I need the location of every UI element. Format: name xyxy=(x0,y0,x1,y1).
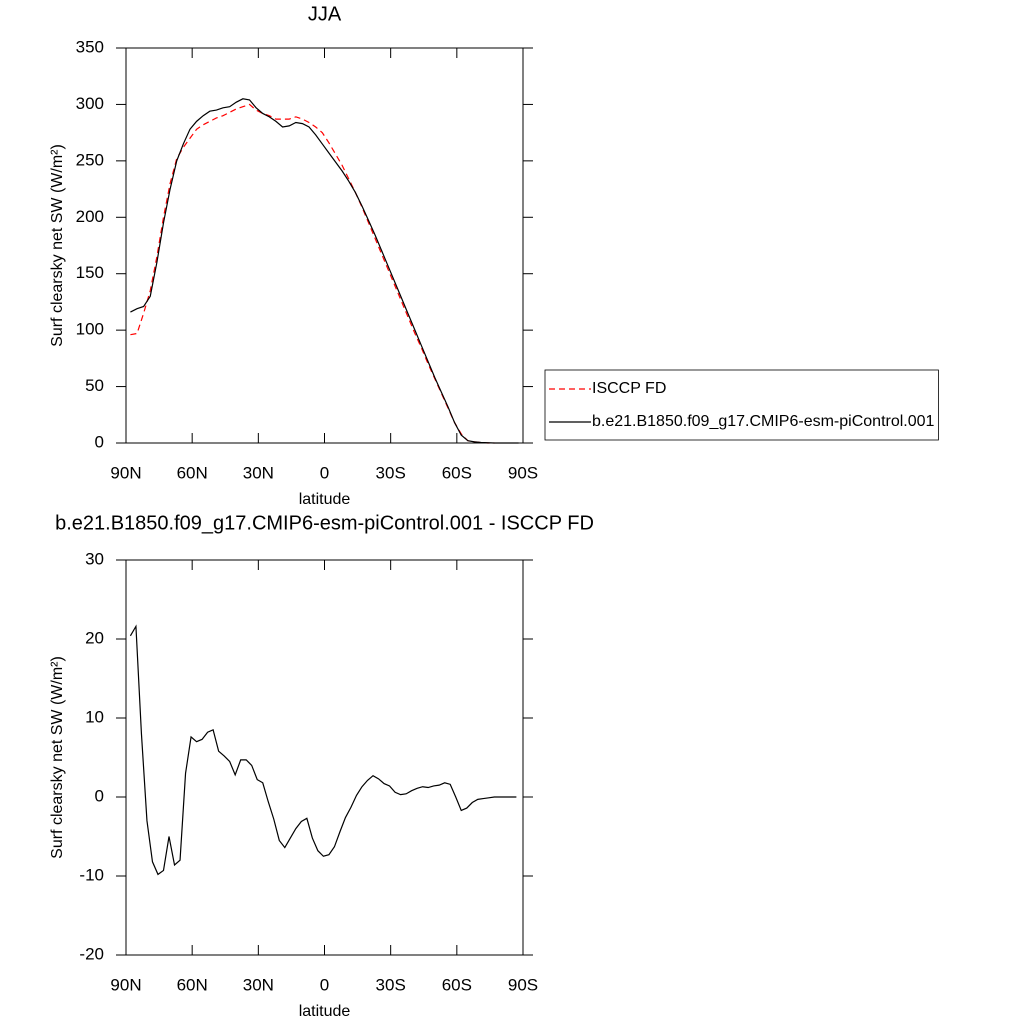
x-tick-label: 0 xyxy=(320,975,329,994)
y-axis-label: Surf clearsky net SW (W/m²) xyxy=(49,144,66,347)
x-tick-label: 30N xyxy=(243,975,274,994)
x-tick-label: 60S xyxy=(442,463,472,482)
y-tick-label: 100 xyxy=(76,320,104,339)
legend-frame xyxy=(544,369,939,441)
y-tick-label: -10 xyxy=(79,865,104,884)
y-tick-label: -20 xyxy=(79,944,104,963)
y-tick-label: 30 xyxy=(85,549,104,568)
chart-title: b.e21.B1850.f09_g17.CMIP6-esm-piControl.… xyxy=(55,512,594,534)
x-axis-label: latitude xyxy=(299,1003,351,1020)
x-tick-label: 90N xyxy=(110,975,141,994)
data-line xyxy=(130,98,519,444)
x-tick-label: 60N xyxy=(177,975,208,994)
data-line xyxy=(130,103,495,444)
y-axis-label: Surf clearsky net SW (W/m²) xyxy=(49,656,66,859)
y-tick-label: 0 xyxy=(95,786,104,805)
y-tick-label: 20 xyxy=(85,628,104,647)
data-line xyxy=(129,624,517,876)
legend-label: ISCCP FD xyxy=(592,380,666,397)
legend-label: b.e21.B1850.f09_g17.CMIP6-esm-piControl.… xyxy=(592,413,935,430)
legend: ISCCP FD b.e21.B1850.f09_g17.CMIP6-esm-pi… xyxy=(544,369,939,441)
x-tick-label: 90N xyxy=(110,463,141,482)
y-tick-label: 50 xyxy=(85,376,104,395)
y-tick-label: 250 xyxy=(76,150,104,169)
x-tick-label: 30S xyxy=(376,975,406,994)
x-tick-label: 90S xyxy=(508,975,538,994)
y-tick-label: 200 xyxy=(76,207,104,226)
x-tick-label: 60N xyxy=(177,463,208,482)
x-tick-label: 0 xyxy=(320,463,329,482)
x-axis-label: latitude xyxy=(299,491,351,508)
y-tick-label: 350 xyxy=(76,37,104,56)
chart-title: JJA xyxy=(308,3,342,25)
y-tick-label: 0 xyxy=(95,432,104,451)
x-tick-label: 90S xyxy=(508,463,538,482)
y-tick-label: 150 xyxy=(76,263,104,282)
x-tick-label: 30N xyxy=(243,463,274,482)
x-tick-label: 60S xyxy=(442,975,472,994)
plot-frame xyxy=(125,559,524,956)
y-tick-label: 300 xyxy=(76,94,104,113)
y-tick-label: 10 xyxy=(85,707,104,726)
x-tick-label: 30S xyxy=(376,463,406,482)
plot-frame xyxy=(125,47,524,444)
